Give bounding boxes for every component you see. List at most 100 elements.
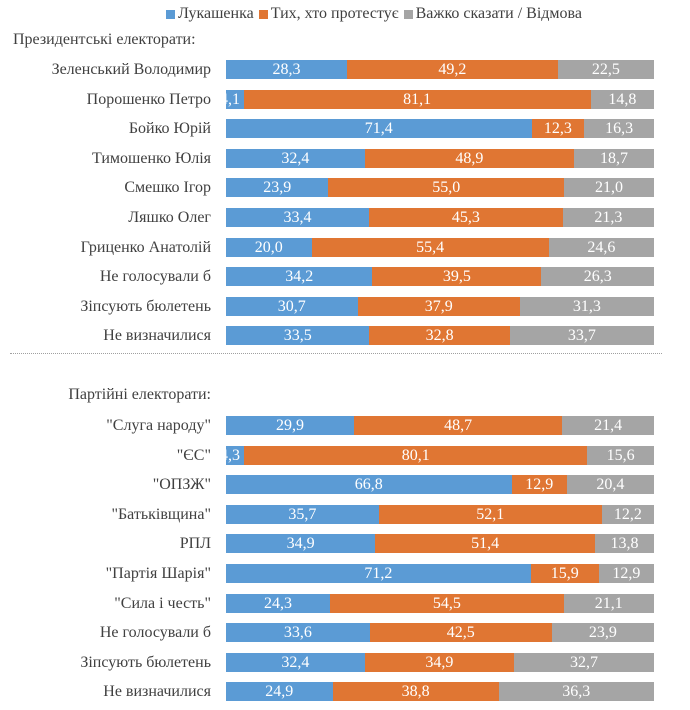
category-label: Смешко Ігор (124, 179, 211, 196)
stacked-bar: 71,4 12,3 16,3 (226, 119, 654, 138)
bar-segment-protesters: 39,5 (372, 267, 542, 286)
bar-segment-protesters: 15,9 (530, 564, 599, 583)
data-label: 71,4 (364, 120, 393, 137)
bar-segment-protesters: 38,8 (332, 682, 499, 701)
data-label: 30,7 (277, 298, 306, 315)
data-label: 13,8 (610, 535, 639, 552)
data-label: 55,4 (416, 239, 445, 256)
bar-segment-undecided: 15,6 (587, 446, 654, 465)
chart-legend: Лукашенка Тих, хто протестує Важко сказати… (166, 5, 587, 23)
bar-segment-protesters: 12,9 (511, 475, 567, 494)
category-label: Порошенко Петро (86, 91, 211, 108)
bar-segment-protesters: 34,9 (364, 653, 515, 672)
data-label: 15,9 (550, 565, 579, 582)
legend-item: Тих, хто протестує (258, 5, 399, 23)
bar-segment-protesters: 48,7 (353, 416, 563, 435)
stacked-bar: 33,6 42,5 23,9 (226, 623, 654, 642)
bar-segment-undecided: 26,3 (541, 267, 654, 286)
data-label: 4,3 (220, 447, 240, 464)
data-label: 66,8 (354, 476, 383, 493)
data-label: 48,9 (455, 150, 484, 167)
data-label: 33,5 (283, 327, 312, 344)
section-title-presidential: Президентські електорати: (13, 31, 196, 48)
category-label: "Слуга народу" (106, 417, 211, 434)
stacked-bar: 66,8 12,9 20,4 (226, 475, 654, 494)
stacked-bar: 23,9 55,0 21,0 (226, 178, 654, 197)
data-label: 24,9 (265, 683, 294, 700)
bar-segment-protesters: 45,3 (368, 208, 563, 227)
bar-segment-lukashenka: 32,4 (226, 653, 365, 672)
data-label: 31,3 (572, 298, 601, 315)
bar-segment-lukashenka: 4,1 (220, 90, 244, 109)
category-label: "ЄС" (176, 447, 211, 464)
bar-segment-lukashenka: 33,4 (226, 208, 369, 227)
stacked-bar: 30,7 37,9 31,3 (226, 297, 654, 316)
category-label: Не голосували б (99, 624, 211, 641)
data-label: 28,3 (272, 61, 301, 78)
data-label: 45,3 (451, 209, 480, 226)
data-label: 32,4 (281, 150, 310, 167)
bar-segment-undecided: 16,3 (584, 119, 654, 138)
bar-segment-lukashenka: 34,2 (226, 267, 373, 286)
data-label: 18,7 (599, 150, 628, 167)
data-label: 42,5 (446, 624, 475, 641)
stacked-bar: 33,4 45,3 21,3 (226, 208, 654, 227)
data-label: 22,5 (591, 61, 620, 78)
bar-segment-lukashenka: 28,3 (226, 60, 348, 79)
bar-segment-undecided: 14,8 (590, 90, 654, 109)
data-label: 51,4 (471, 535, 500, 552)
data-label: 54,5 (432, 595, 461, 612)
bar-segment-protesters: 12,3 (531, 119, 585, 138)
legend-label: Тих, хто протестує (270, 5, 399, 22)
stacked-bar: 32,4 48,9 18,7 (226, 149, 654, 168)
bar-segment-undecided: 21,0 (564, 178, 654, 197)
bar-segment-undecided: 31,3 (519, 297, 654, 316)
data-label: 21,3 (594, 209, 623, 226)
data-label: 20,0 (254, 239, 283, 256)
bar-segment-lukashenka: 20,0 (226, 238, 312, 257)
data-label: 14,8 (608, 91, 637, 108)
category-label: Зіпсують бюлетень (80, 298, 211, 315)
bar-segment-protesters: 48,9 (364, 149, 574, 168)
stacked-bar: 20,0 55,4 24,6 (226, 238, 654, 257)
category-label: "Батьківщина" (111, 506, 211, 523)
bar-segment-undecided: 24,6 (548, 238, 654, 257)
bar-segment-protesters: 52,1 (378, 505, 602, 524)
data-label: 35,7 (288, 506, 317, 523)
category-label: "Партія Шарія" (105, 565, 211, 582)
bar-segment-lukashenka: 33,5 (226, 326, 370, 345)
data-label: 71,2 (364, 565, 393, 582)
bar-segment-protesters: 37,9 (357, 297, 520, 316)
data-label: 33,7 (567, 327, 596, 344)
data-label: 21,1 (594, 595, 623, 612)
stacked-bar: 24,3 54,5 21,1 (226, 594, 654, 613)
data-label: 23,9 (588, 624, 617, 641)
bar-segment-protesters: 80,1 (244, 446, 588, 465)
stacked-bar: 28,3 49,2 22,5 (226, 60, 654, 79)
category-label: "Сила і честь" (114, 595, 211, 612)
bar-segment-undecided: 12,2 (601, 505, 654, 524)
bar-segment-protesters: 55,0 (328, 178, 565, 197)
legend-item: Важко сказати / Відмова (403, 5, 582, 23)
bar-segment-lukashenka: 23,9 (226, 178, 329, 197)
bar-segment-lukashenka: 34,9 (226, 534, 376, 553)
stacked-bar: 34,9 51,4 13,8 (226, 534, 654, 553)
bar-segment-lukashenka: 30,7 (226, 297, 358, 316)
data-label: 48,7 (444, 417, 473, 434)
category-label: Тимошенко Юлія (91, 150, 211, 167)
bar-segment-lukashenka: 35,7 (226, 505, 379, 524)
category-label: Не голосували б (99, 268, 211, 285)
bar-segment-lukashenka: 66,8 (226, 475, 512, 494)
legend-swatch (258, 9, 268, 19)
stacked-bar: 24,9 38,8 36,3 (226, 682, 654, 701)
data-label: 34,9 (286, 535, 315, 552)
bar-segment-lukashenka: 71,2 (226, 564, 531, 583)
legend-item: Лукашенка (166, 5, 254, 23)
bar-segment-undecided: 21,1 (563, 594, 654, 613)
bar-segment-undecided: 23,9 (551, 623, 654, 642)
bar-segment-undecided: 18,7 (573, 149, 654, 168)
bar-segment-undecided: 21,4 (562, 416, 654, 435)
data-label: 21,4 (594, 417, 623, 434)
legend-swatch (166, 9, 175, 19)
data-label: 34,2 (285, 268, 314, 285)
